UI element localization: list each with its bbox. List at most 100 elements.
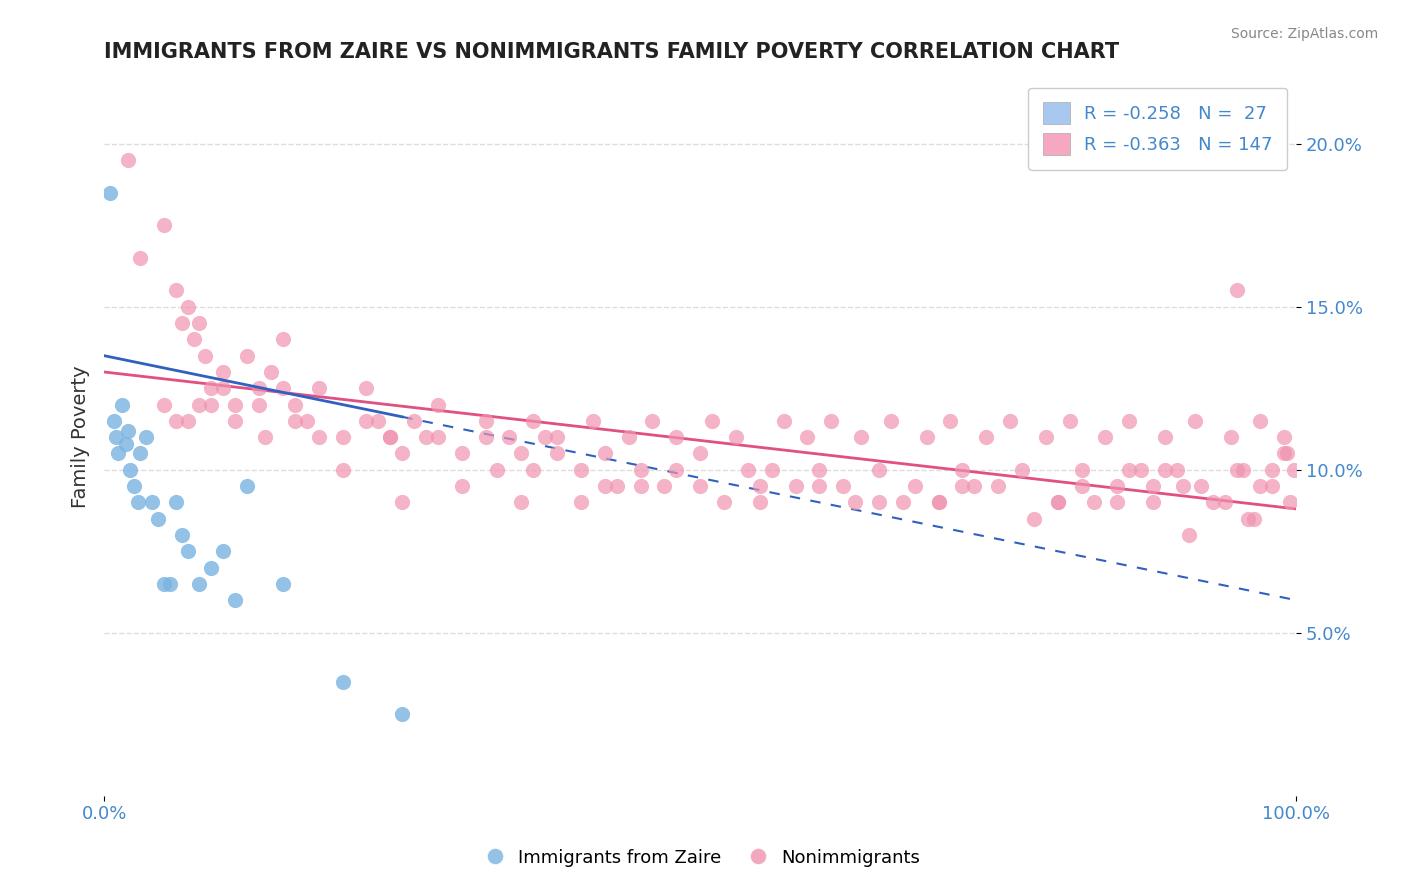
Point <box>224 414 246 428</box>
Point <box>170 316 193 330</box>
Point <box>165 414 187 428</box>
Point <box>183 332 205 346</box>
Legend: R = -0.258   N =  27, R = -0.363   N = 147: R = -0.258 N = 27, R = -0.363 N = 147 <box>1028 87 1286 169</box>
Point <box>820 414 842 428</box>
Point <box>254 430 277 444</box>
Point <box>1232 463 1254 477</box>
Point <box>1154 463 1177 477</box>
Point <box>236 349 259 363</box>
Point <box>356 414 378 428</box>
Point <box>1184 414 1206 428</box>
Point <box>103 414 125 428</box>
Point <box>808 463 831 477</box>
Point <box>194 349 217 363</box>
Point <box>152 219 174 233</box>
Point <box>1046 495 1069 509</box>
Point <box>868 495 890 509</box>
Point <box>582 414 605 428</box>
Point <box>170 528 193 542</box>
Point <box>122 479 145 493</box>
Point <box>950 479 973 493</box>
Point <box>165 495 187 509</box>
Point <box>593 479 616 493</box>
Point <box>107 446 129 460</box>
Point <box>1261 479 1284 493</box>
Point <box>569 463 592 477</box>
Point <box>308 381 330 395</box>
Point <box>891 495 914 509</box>
Point <box>1107 479 1129 493</box>
Point <box>1237 511 1260 525</box>
Point <box>1249 414 1271 428</box>
Point <box>111 398 134 412</box>
Point <box>1094 430 1116 444</box>
Point <box>1272 446 1295 460</box>
Point <box>1178 528 1201 542</box>
Point <box>114 436 136 450</box>
Point <box>1213 495 1236 509</box>
Point <box>1118 463 1140 477</box>
Point <box>200 398 222 412</box>
Point <box>224 398 246 412</box>
Point <box>724 430 747 444</box>
Point <box>212 381 235 395</box>
Point <box>1219 430 1241 444</box>
Point <box>689 479 711 493</box>
Point <box>1059 414 1081 428</box>
Point <box>271 332 294 346</box>
Point <box>796 430 818 444</box>
Point <box>332 463 354 477</box>
Point <box>105 430 128 444</box>
Point <box>236 479 259 493</box>
Point <box>1225 463 1247 477</box>
Point <box>200 560 222 574</box>
Point <box>928 495 950 509</box>
Point <box>808 479 831 493</box>
Point <box>1142 479 1164 493</box>
Point <box>1070 479 1092 493</box>
Point <box>772 414 794 428</box>
Point <box>1249 479 1271 493</box>
Point <box>522 414 544 428</box>
Point <box>120 463 142 477</box>
Point <box>117 153 139 167</box>
Point <box>1107 495 1129 509</box>
Point <box>474 430 496 444</box>
Point <box>832 479 855 493</box>
Point <box>284 414 307 428</box>
Point <box>117 424 139 438</box>
Point <box>974 430 997 444</box>
Point <box>224 593 246 607</box>
Point <box>1272 430 1295 444</box>
Point <box>380 430 402 444</box>
Point <box>593 446 616 460</box>
Text: IMMIGRANTS FROM ZAIRE VS NONIMMIGRANTS FAMILY POVERTY CORRELATION CHART: IMMIGRANTS FROM ZAIRE VS NONIMMIGRANTS F… <box>104 42 1119 62</box>
Point <box>617 430 640 444</box>
Point <box>152 577 174 591</box>
Point <box>963 479 986 493</box>
Point <box>641 414 664 428</box>
Point <box>987 479 1010 493</box>
Point <box>546 446 568 460</box>
Point <box>1189 479 1212 493</box>
Point <box>426 430 449 444</box>
Point <box>748 479 770 493</box>
Point <box>748 495 770 509</box>
Point <box>546 430 568 444</box>
Point <box>176 414 198 428</box>
Point <box>356 381 378 395</box>
Point <box>998 414 1021 428</box>
Point <box>1202 495 1225 509</box>
Point <box>868 463 890 477</box>
Point <box>904 479 927 493</box>
Point <box>426 398 449 412</box>
Point <box>391 707 413 722</box>
Point <box>152 398 174 412</box>
Point <box>212 365 235 379</box>
Y-axis label: Family Poverty: Family Poverty <box>72 366 90 508</box>
Point <box>135 430 157 444</box>
Point <box>402 414 425 428</box>
Point <box>450 446 472 460</box>
Point <box>654 479 676 493</box>
Point <box>630 479 652 493</box>
